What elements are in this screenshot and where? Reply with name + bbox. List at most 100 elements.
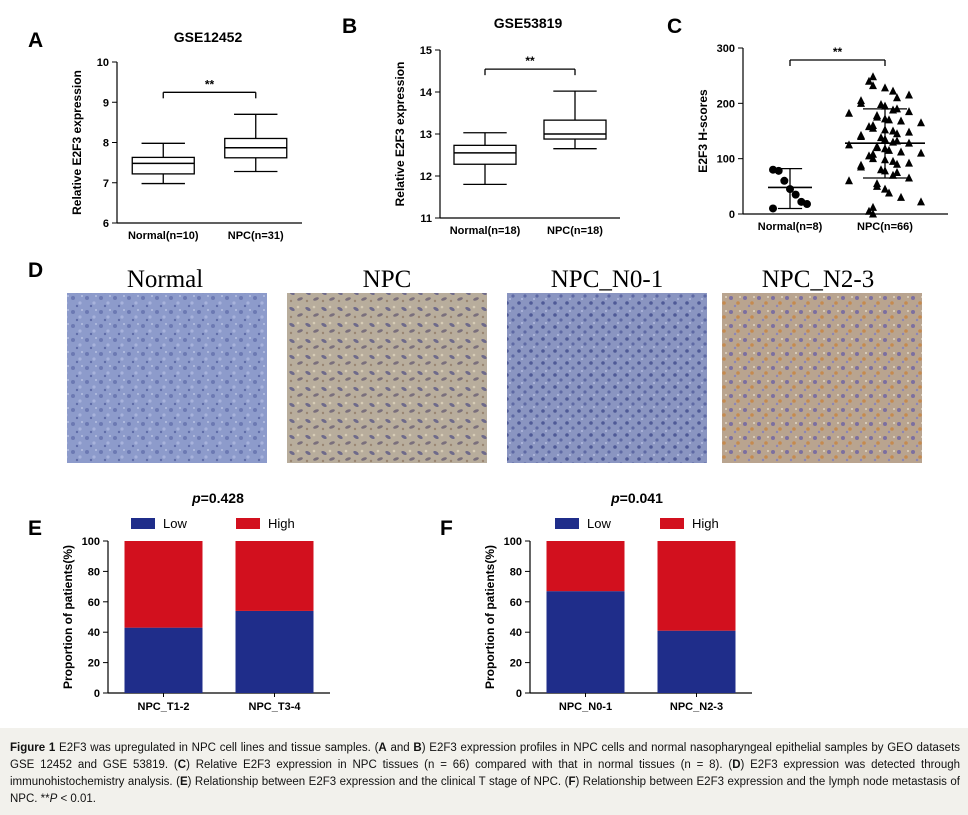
bar-segment-low	[235, 610, 314, 693]
scatter-point-npc	[897, 116, 905, 125]
y-tick-label: 9	[103, 97, 109, 109]
y-axis-label: Relative E2F3 expression	[393, 62, 407, 207]
y-tick-label: 10	[97, 57, 109, 69]
y-tick-label: 6	[103, 218, 109, 230]
y-tick-label: 200	[717, 98, 735, 110]
y-axis-label: Proportion of patients(%)	[483, 545, 497, 689]
panel-letter-b: B	[342, 15, 357, 38]
caption-text: and	[386, 742, 414, 754]
scatter-point-npc	[885, 188, 893, 197]
panel-letter-e: E	[28, 517, 42, 540]
y-tick-label: 20	[88, 658, 100, 670]
y-tick-label: 100	[717, 154, 735, 166]
scatter-point-npc	[869, 209, 877, 218]
significance-label: **	[205, 77, 215, 91]
caption-text: < 0.01.	[57, 793, 96, 805]
scatter-point-npc	[865, 76, 873, 85]
x-category-label: NPC_T3-4	[249, 701, 302, 713]
scatter-point-normal	[803, 200, 811, 209]
bar-segment-high	[235, 541, 314, 611]
box-iqr	[543, 119, 607, 140]
scatter-point-npc	[865, 206, 873, 215]
legend-label: Low	[587, 516, 611, 531]
scatter-point-npc	[873, 181, 881, 190]
scatter-point-npc	[873, 112, 881, 121]
micrograph-label-normal: Normal	[127, 266, 203, 293]
scatter-point-npc	[905, 127, 913, 136]
scatter-point-npc	[897, 192, 905, 201]
caption-text: D	[732, 759, 741, 771]
scatter-point-npc	[857, 162, 865, 171]
scatter-point-npc	[865, 151, 873, 160]
scatter-point-npc	[893, 159, 901, 168]
y-tick-label: 0	[94, 688, 100, 700]
caption-text: A	[378, 742, 387, 754]
chart-title-p: p	[191, 490, 201, 506]
x-category-label: NPC_T1-2	[138, 701, 190, 713]
caption-text: E2F3 was upregulated in NPC cell lines a…	[55, 742, 379, 754]
x-category-label: NPC_N0-1	[559, 701, 612, 713]
caption-text: ) E2F3 expression profiles in NPC cells …	[10, 742, 961, 771]
chart-title: p=0.041	[610, 490, 663, 506]
x-category-label: Normal(n=10)	[128, 230, 199, 242]
scatter-point-npc	[889, 156, 897, 165]
caption-figure-label: Figure 1	[10, 742, 56, 754]
bar-segment-high	[546, 541, 625, 592]
caption-text: ) Relative E2F3 expression in NPC tissue…	[186, 759, 733, 771]
chart-title-value: =0.428	[201, 490, 244, 506]
bar-segment-high	[657, 541, 736, 631]
chart-title-value: =0.041	[620, 490, 663, 506]
scatter-point-npc	[857, 132, 865, 141]
x-category-label: NPC(n=18)	[547, 225, 603, 237]
caption-text: E	[179, 776, 188, 788]
x-category-label: Normal(n=18)	[450, 225, 521, 237]
bar-segment-low	[124, 627, 203, 693]
scatter-point-npc	[889, 126, 897, 135]
scatter-point-npc	[889, 170, 897, 179]
bar-segment-high	[124, 541, 203, 628]
scatter-point-npc	[917, 118, 925, 127]
scatter-point-npc	[881, 184, 889, 193]
legend-label: High	[692, 516, 719, 531]
chart-e-stacked-bar: 0 20 40 60 80 100 Proportion of patients(%) p=0…	[61, 490, 330, 713]
panel-letter-c: C	[667, 15, 682, 38]
box-iqr	[453, 144, 517, 165]
y-tick-label: 20	[510, 658, 522, 670]
chart-c-scatter: 0 100 200 300 E2F3 H-scores Normal(n=8) NPC(n=…	[696, 43, 948, 233]
legend-label: High	[268, 516, 295, 531]
micrograph-normal	[67, 293, 267, 463]
scatter-point-npc	[885, 145, 893, 154]
chart-title: GSE53819	[494, 15, 563, 31]
legend-swatch	[555, 518, 579, 529]
y-axis-label: Proportion of patients(%)	[61, 545, 75, 689]
micrograph-label-npc: NPC	[363, 266, 412, 293]
x-category-label: NPC(n=66)	[857, 221, 913, 233]
significance-label: **	[525, 54, 535, 68]
y-tick-label: 80	[88, 566, 100, 578]
y-tick-label: 40	[510, 627, 522, 639]
scatter-point-npc	[917, 148, 925, 157]
scatter-point-npc	[905, 173, 913, 182]
figure-caption: Figure 1 E2F3 was upregulated in NPC cel…	[10, 740, 960, 808]
scatter-point-npc	[845, 176, 853, 185]
scatter-point-npc	[869, 202, 877, 211]
y-tick-label: 8	[103, 138, 109, 150]
scatter-point-npc	[845, 108, 853, 117]
y-tick-label: 13	[420, 129, 432, 141]
scatter-point-npc	[893, 129, 901, 138]
scatter-point-npc	[905, 158, 913, 167]
legend-swatch	[660, 518, 684, 529]
scatter-point-npc	[869, 72, 877, 81]
scatter-point-npc	[889, 86, 897, 95]
scatter-point-npc	[869, 81, 877, 90]
panel-letter-d: D	[28, 259, 43, 282]
scatter-point-npc	[905, 90, 913, 99]
y-tick-label: 100	[504, 536, 522, 548]
y-tick-label: 60	[88, 597, 100, 609]
y-tick-label: 12	[420, 171, 432, 183]
chart-title: GSE12452	[174, 29, 243, 45]
chart-title: p=0.428	[191, 490, 244, 506]
scatter-point-npc	[845, 140, 853, 149]
scatter-point-normal	[780, 176, 789, 185]
box-iqr	[131, 156, 195, 175]
